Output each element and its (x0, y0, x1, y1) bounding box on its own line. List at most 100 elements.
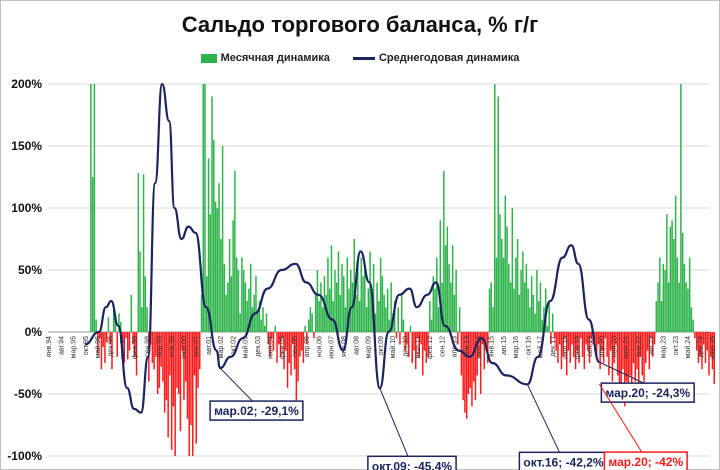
monthly-bar (376, 282, 378, 332)
monthly-bar (508, 263, 510, 332)
monthly-bar (609, 332, 612, 351)
monthly-bar (399, 332, 401, 345)
monthly-bar (220, 239, 222, 332)
x-tick-label: май.24 (684, 336, 692, 358)
monthly-bar (364, 270, 366, 332)
monthly-bar (241, 257, 243, 332)
monthly-bar (109, 332, 111, 345)
monthly-bar (125, 332, 127, 339)
monthly-bar (123, 332, 125, 363)
x-tick-label: дек.96 (107, 336, 114, 357)
x-tick-label: июл.11 (415, 336, 422, 358)
monthly-bar (662, 263, 665, 332)
x-tick-label: фев.98 (132, 336, 139, 359)
monthly-bar (167, 332, 169, 438)
monthly-bar (483, 332, 485, 370)
monthly-bar (653, 332, 656, 345)
monthly-bar (379, 257, 382, 332)
monthly-bar (172, 332, 175, 407)
x-tick-label: окт.09 (378, 336, 385, 355)
monthly-bar (469, 332, 471, 388)
x-tick-label: авг.01 (206, 336, 213, 355)
monthly-bar (659, 257, 661, 332)
monthly-bar (119, 322, 122, 332)
x-tick-label: авг.22 (648, 336, 655, 355)
monthly-bar (95, 319, 97, 332)
monthly-bar (232, 220, 234, 332)
monthly-bar (256, 313, 259, 332)
y-tick-label: 0% (25, 325, 43, 339)
monthly-bar (423, 332, 426, 351)
monthly-bar (137, 173, 140, 332)
monthly-bar (204, 84, 206, 332)
monthly-bar (599, 332, 601, 370)
monthly-bar (309, 307, 312, 332)
monthly-bar (688, 257, 691, 332)
monthly-bar (267, 332, 269, 345)
monthly-bar (98, 332, 101, 339)
monthly-bar (378, 301, 380, 332)
monthly-bar (472, 332, 475, 382)
monthly-bar (271, 332, 273, 339)
monthly-bar (443, 170, 445, 332)
monthly-bar (227, 282, 229, 332)
monthly-bar (135, 332, 138, 376)
monthly-bar (200, 294, 203, 332)
monthly-bar (355, 294, 357, 332)
monthly-bar (104, 332, 106, 363)
monthly-bar (360, 257, 363, 332)
x-tick-label: мар.09 (366, 336, 373, 358)
monthly-bar (683, 263, 686, 332)
chart-title: Сальдо торгового баланса, % г/г (181, 12, 539, 37)
monthly-bar (673, 239, 675, 332)
monthly-bar (441, 282, 443, 332)
monthly-bar (337, 251, 340, 332)
x-tick-label: мар.95 (71, 336, 78, 358)
monthly-bar (237, 270, 240, 332)
monthly-bar (669, 226, 672, 332)
monthly-bar (350, 270, 352, 332)
y-tick-label: -100% (7, 449, 42, 463)
monthly-bar (660, 301, 663, 332)
monthly-bar (328, 288, 331, 332)
monthly-bar (646, 332, 649, 351)
monthly-bar (560, 332, 563, 370)
monthly-bar (422, 332, 424, 376)
monthly-bar (190, 332, 192, 425)
y-tick-label: 150% (11, 139, 42, 153)
monthly-bar (385, 307, 387, 332)
monthly-bar (530, 276, 533, 332)
monthly-bar (179, 332, 182, 432)
monthly-bar (553, 332, 556, 339)
monthly-bar (381, 276, 384, 332)
monthly-bar (455, 270, 457, 332)
monthly-bar (142, 174, 145, 332)
monthly-bar (432, 276, 435, 332)
monthly-bar (292, 332, 294, 345)
monthly-bar (527, 288, 529, 332)
monthly-bar (235, 257, 238, 332)
x-tick-label: дек.24 (697, 336, 704, 357)
monthly-bar (397, 307, 399, 332)
monthly-bar (335, 282, 338, 332)
monthly-bar (532, 294, 535, 332)
x-tick-label: окт.23 (673, 336, 680, 355)
monthly-bar (112, 304, 115, 332)
monthly-bar (388, 319, 391, 332)
monthly-bar (478, 332, 480, 357)
x-tick-label: июл.04 (267, 336, 274, 359)
monthly-bar (146, 307, 148, 332)
x-tick-label: фев.19 (575, 336, 582, 359)
legend-swatch-line (352, 56, 375, 60)
x-tick-label: ноя.06 (316, 336, 323, 357)
monthly-bar (548, 301, 550, 332)
monthly-bar (474, 332, 477, 401)
annotation-box (367, 455, 457, 470)
y-tick-label: 200% (11, 77, 42, 91)
monthly-bar (188, 332, 190, 456)
monthly-bar (486, 332, 489, 363)
monthly-bar (457, 332, 459, 345)
monthly-bar (262, 307, 264, 332)
monthly-bar (506, 226, 508, 332)
